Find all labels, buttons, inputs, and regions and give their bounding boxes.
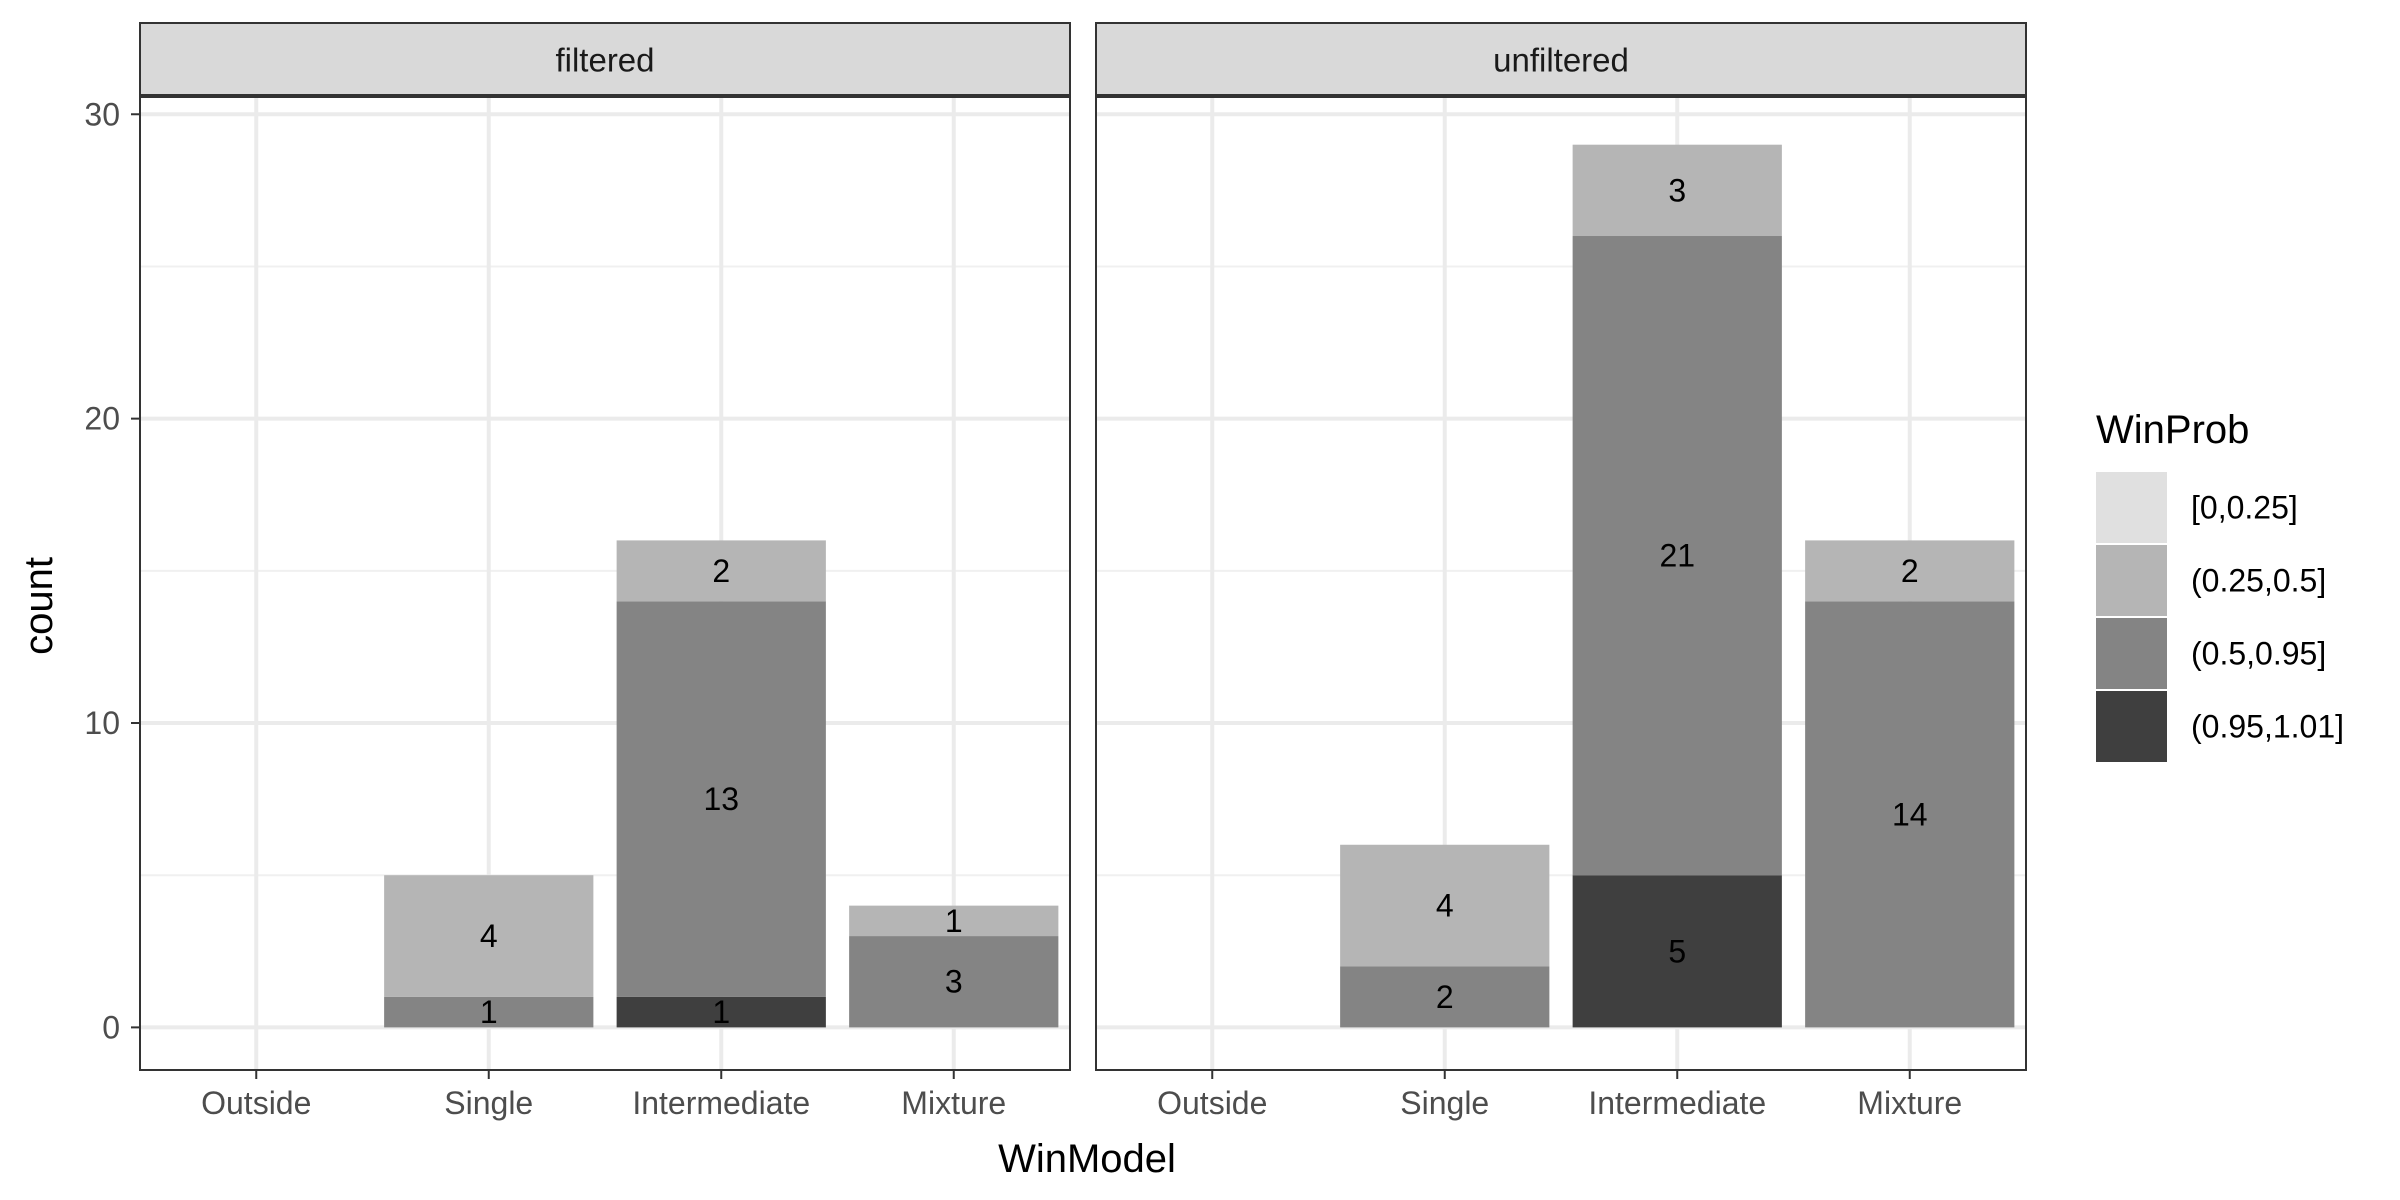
bar-segment	[1340, 844, 1550, 967]
bar-segment	[616, 540, 826, 602]
x-tick-label: Single	[444, 1085, 533, 1121]
x-tick-label: Intermediate	[1588, 1085, 1766, 1121]
legend-label: (0.25,0.5]	[2191, 563, 2326, 599]
x-axis-title: WinModel	[998, 1137, 1176, 1181]
legend-key	[2096, 472, 2167, 543]
x-tick-label: Outside	[201, 1085, 311, 1121]
panel-filtered: Outside 1 4 Single 1 13 2 Intermediate 3 1 Mixture…	[139, 22, 1071, 1121]
x-tick-label: Single	[1400, 1085, 1489, 1121]
bar-value-label: 2	[1901, 553, 1919, 589]
panel-unfiltered: Outside 2 4 Single 5 21 3 Intermediate 14 2 Mixtur…	[1095, 22, 2027, 1121]
bar-value-label: 4	[1436, 888, 1454, 924]
bar-value-label: 3	[945, 964, 963, 1000]
bar-segment	[1572, 236, 1782, 876]
bar-segment	[1340, 966, 1550, 1028]
facet-strip-label: filtered	[555, 42, 654, 79]
x-tick-label: Mixture	[1857, 1085, 1962, 1121]
bar-value-label: 21	[1659, 538, 1695, 574]
bar-value-label: 2	[1436, 979, 1454, 1015]
x-tick-label: Outside	[1157, 1085, 1267, 1121]
legend-label: (0.5,0.95]	[2191, 636, 2326, 672]
bar-value-label: 13	[703, 781, 739, 817]
plot-area: 0102030Outside14Single1132Intermediate31…	[84, 22, 2027, 1121]
legend: WinProb [0,0.25] (0.25,0.5] (0.5,0.95] (0.9…	[2096, 408, 2344, 762]
x-tick-label: Intermediate	[632, 1085, 810, 1121]
bar-segment	[1572, 875, 1782, 1028]
legend-title: WinProb	[2096, 408, 2249, 452]
bar-segment	[1805, 540, 2015, 602]
facet-strip	[139, 22, 1071, 97]
bar-value-label: 3	[1668, 172, 1686, 208]
bar-value-label: 2	[712, 553, 730, 589]
legend-label: (0.95,1.01]	[2191, 709, 2344, 745]
bar-segment	[1572, 144, 1782, 237]
y-tick-label: 20	[84, 401, 120, 437]
bar-segment	[849, 905, 1059, 937]
bar-value-label: 1	[945, 903, 963, 939]
bar-segment	[616, 601, 826, 997]
y-tick-label: 0	[102, 1009, 120, 1045]
legend-key	[2096, 618, 2167, 689]
bar-value-label: 5	[1668, 933, 1686, 969]
bar-value-label: 4	[480, 918, 498, 954]
bar-value-label: 1	[712, 994, 730, 1030]
legend-key	[2096, 545, 2167, 616]
bar-segment	[1805, 601, 2015, 1028]
bar-segment	[849, 936, 1059, 1028]
y-axis-title: count	[17, 557, 61, 655]
facet-strip	[1095, 22, 2027, 97]
bar-value-label: 1	[480, 994, 498, 1030]
y-tick-label: 10	[84, 705, 120, 741]
bar-segment	[384, 875, 594, 997]
y-tick-label: 30	[84, 96, 120, 132]
legend-key	[2096, 691, 2167, 762]
bar-segment	[616, 996, 826, 1028]
x-tick-label: Mixture	[901, 1085, 1006, 1121]
bar-segment	[384, 996, 594, 1028]
legend-label: [0,0.25]	[2191, 490, 2298, 526]
bar-value-label: 14	[1892, 796, 1928, 832]
facet-strip-label: unfiltered	[1493, 42, 1629, 79]
